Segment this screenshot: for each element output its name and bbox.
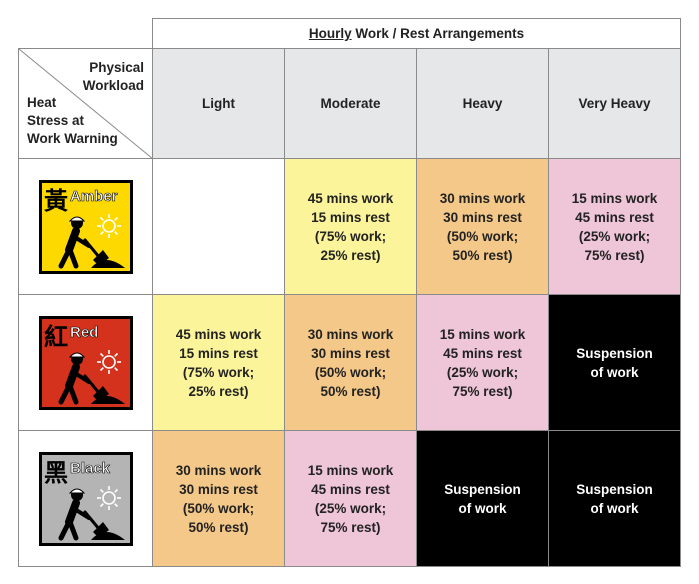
table-title: Hourly Work / Rest Arrangements xyxy=(152,18,681,49)
table-cell: Suspension of work xyxy=(548,430,681,567)
cell-text-line: of work xyxy=(458,500,507,516)
cell-text-line: 15 mins rest xyxy=(179,345,258,361)
warning-icon-wrap: 黃 Amber xyxy=(19,179,152,274)
heat-stress-line1: Heat xyxy=(27,95,57,110)
cell-text-line: (25% work; xyxy=(578,228,651,244)
cell-text-line: 45 mins work xyxy=(175,326,262,342)
column-header-heavy: Heavy xyxy=(416,48,549,159)
cell-text-line: 45 mins rest xyxy=(575,209,654,225)
heat-stress-black-warning-icon: 黑 Black xyxy=(38,451,133,546)
title-underlined: Hourly xyxy=(308,26,352,41)
table-cell: 15 mins work 45 mins rest (25% work; 75% re… xyxy=(416,294,549,431)
physical-workload-line1: Physical xyxy=(89,60,144,75)
warning-icon-wrap: 紅 Red xyxy=(19,315,152,410)
cell-text-line: (75% work; xyxy=(314,228,387,244)
work-rest-table-container: Hourly Work / Rest Arrangements Physical… xyxy=(18,18,681,567)
cell-text-line: 15 mins work xyxy=(439,326,526,342)
table-cell: Suspension of work xyxy=(416,430,549,567)
sun-icon xyxy=(96,485,121,510)
table-cell: 15 mins work 45 mins rest (25% work; 75% re… xyxy=(284,430,417,567)
cell-text-line: Suspension xyxy=(444,481,521,497)
cell-text-line: 15 mins work xyxy=(571,190,658,206)
table-cell: 45 mins work 15 mins rest (75% work; 25% re… xyxy=(284,158,417,295)
physical-workload-line2: Workload xyxy=(82,78,144,93)
cell-text-line: (50% work; xyxy=(182,500,255,516)
worker-shovel-icon xyxy=(58,488,125,540)
table-row: 黑 Black 30 mins work 30 mins rest (50% work;… xyxy=(18,430,681,567)
cell-text-line: 25% rest) xyxy=(320,247,381,263)
physical-workload-label: Physical Workload xyxy=(83,59,144,95)
cell-text-line: of work xyxy=(590,364,639,380)
warning-level-label: Amber xyxy=(70,188,118,205)
title-rest: Work / Rest Arrangements xyxy=(351,26,525,41)
cell-text-line: 45 mins rest xyxy=(311,481,390,497)
column-header-very-heavy: Very Heavy xyxy=(548,48,681,159)
heat-stress-line3: Work Warning xyxy=(27,131,118,146)
cell-text-line: (25% work; xyxy=(446,364,519,380)
column-header-moderate: Moderate xyxy=(284,48,417,159)
table-cell xyxy=(152,158,285,295)
table-row: 黃 Amber 45 mins work 15 mins rest (75% work;… xyxy=(18,158,681,295)
cell-text-line: 45 mins rest xyxy=(443,345,522,361)
title-row: Hourly Work / Rest Arrangements xyxy=(18,18,681,49)
worker-shovel-icon xyxy=(58,216,125,268)
cell-text-line: 30 mins rest xyxy=(443,209,522,225)
cell-text-line: 30 mins work xyxy=(175,462,262,478)
column-header-light: Light xyxy=(152,48,285,159)
cell-text-line: of work xyxy=(590,500,639,516)
cell-text-line: 25% rest) xyxy=(188,383,249,399)
warning-cell-black: 黑 Black xyxy=(18,430,153,567)
cell-text-line: 50% rest) xyxy=(320,383,381,399)
cell-text-line: 15 mins work xyxy=(307,462,394,478)
warning-chinese-char: 黑 xyxy=(44,459,68,487)
warning-cell-amber: 黃 Amber xyxy=(18,158,153,295)
cell-text-line: (75% work; xyxy=(182,364,255,380)
table-cell: 15 mins work 45 mins rest (25% work; 75% re… xyxy=(548,158,681,295)
cell-text-line: Suspension xyxy=(576,481,653,497)
diagonal-line xyxy=(19,49,153,159)
warning-chinese-char: 紅 xyxy=(44,323,68,351)
heat-stress-line2: Stress at xyxy=(27,113,85,128)
warning-cell-red: 紅 Red xyxy=(18,294,153,431)
worker-shovel-icon xyxy=(58,352,125,404)
warning-level-label: Red xyxy=(70,324,98,341)
table-cell: 30 mins work 30 mins rest (50% work; 50% re… xyxy=(416,158,549,295)
corner-blank xyxy=(18,18,153,49)
cell-text-line: 75% rest) xyxy=(452,383,513,399)
cell-text-line: 30 mins rest xyxy=(179,481,258,497)
cell-text-line: 30 mins rest xyxy=(311,345,390,361)
corner-diagonal-cell: Physical Workload Heat Stress at Work Wa… xyxy=(18,48,153,159)
table-cell: 45 mins work 15 mins rest (75% work; 25% re… xyxy=(152,294,285,431)
table-row: 紅 Red 45 mins work 15 mins rest (75% work; 25… xyxy=(18,294,681,431)
work-rest-table: Hourly Work / Rest Arrangements Physical… xyxy=(18,18,681,567)
cell-text-line: 15 mins rest xyxy=(311,209,390,225)
header-row: Physical Workload Heat Stress at Work Wa… xyxy=(18,48,681,159)
cell-text-line: 30 mins work xyxy=(439,190,526,206)
cell-text-line: 30 mins work xyxy=(307,326,394,342)
cell-text-line: 45 mins work xyxy=(307,190,394,206)
table-cell: 30 mins work 30 mins rest (50% work; 50% re… xyxy=(152,430,285,567)
cell-text-line: (50% work; xyxy=(314,364,387,380)
table-cell: 30 mins work 30 mins rest (50% work; 50% re… xyxy=(284,294,417,431)
cell-text-line: (50% work; xyxy=(446,228,519,244)
cell-text-line: Suspension xyxy=(576,345,653,361)
heat-stress-red-warning-icon: 紅 Red xyxy=(38,315,133,410)
warning-chinese-char: 黃 xyxy=(44,187,68,215)
cell-text-line: (25% work; xyxy=(314,500,387,516)
heat-stress-label: Heat Stress at Work Warning xyxy=(27,94,118,148)
warning-level-label: Black xyxy=(70,460,111,477)
table-cell: Suspension of work xyxy=(548,294,681,431)
cell-text-line: 50% rest) xyxy=(452,247,513,263)
sun-icon xyxy=(96,349,121,374)
cell-text-line: 50% rest) xyxy=(188,519,249,535)
heat-stress-amber-warning-icon: 黃 Amber xyxy=(38,179,133,274)
warning-icon-wrap: 黑 Black xyxy=(19,451,152,546)
sun-icon xyxy=(96,213,121,238)
cell-text-line: 75% rest) xyxy=(584,247,645,263)
cell-text-line: 75% rest) xyxy=(320,519,381,535)
